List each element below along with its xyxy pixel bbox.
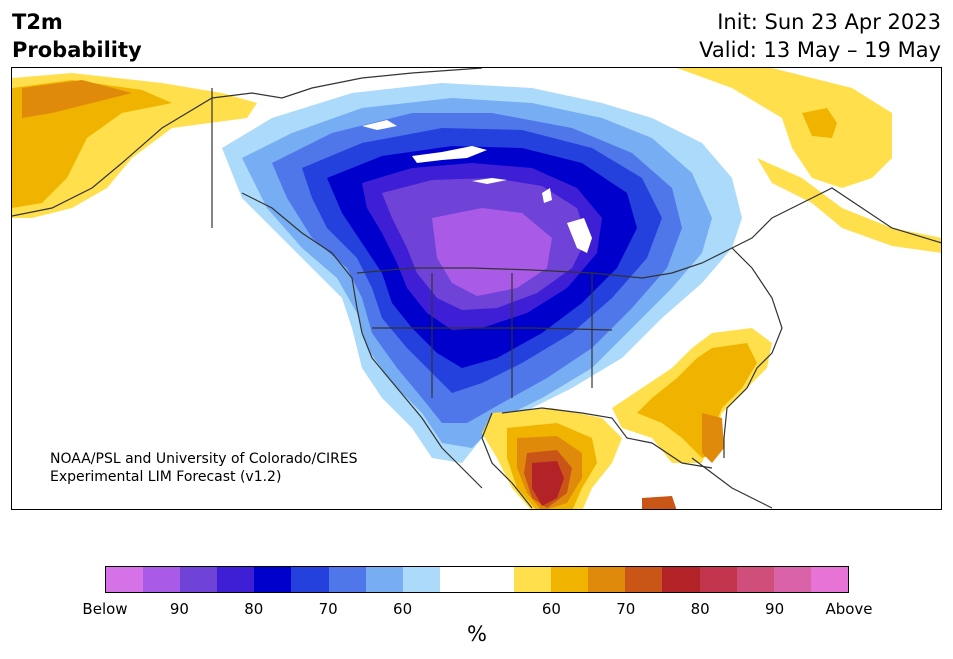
init-date: Init: Sun 23 Apr 2023 — [717, 10, 941, 34]
valid-range: Valid: 13 May – 19 May — [699, 38, 941, 62]
colorbar-segment — [699, 567, 737, 592]
colorbar-segment — [106, 567, 144, 592]
credit-line-1: NOAA/PSL and University of Colorado/CIRE… — [50, 451, 358, 467]
colorbar-segment — [291, 567, 329, 592]
colorbar-segment — [514, 567, 552, 592]
colorbar-tick-label: 80 — [244, 600, 264, 618]
credit-line-2: Experimental LIM Forecast (v1.2) — [50, 469, 282, 485]
boundaries — [12, 68, 941, 509]
forecast-map: NOAA/PSL and University of Colorado/CIRE… — [11, 67, 942, 510]
colorbar-tick-label: 90 — [169, 600, 189, 618]
southeast-warm-region — [612, 328, 772, 463]
map-title: T2m Probability — [12, 8, 142, 64]
colorbar-segment — [217, 567, 255, 592]
forecast-dates: Init: Sun 23 Apr 2023 Valid: 13 May – 19… — [699, 8, 941, 64]
title-line-1: T2m — [12, 10, 63, 34]
colorbar-segment — [254, 567, 292, 592]
mexico-warm-region — [482, 408, 677, 509]
alaska-warm-region — [12, 73, 257, 218]
colorbar-tick-label: Below — [82, 600, 128, 618]
colorbar-segment — [662, 567, 700, 592]
colorbar-tick-label: 70 — [318, 600, 338, 618]
colorbar-segment — [402, 567, 440, 592]
colorbar-segment — [810, 567, 848, 592]
colorbar-tick-label: 60 — [541, 600, 561, 618]
colorbar-segment — [551, 567, 589, 592]
colorbar-tick-label: Above — [825, 600, 873, 618]
map-credit: NOAA/PSL and University of Colorado/CIRE… — [50, 450, 358, 486]
colorbar-tick-label: 70 — [616, 600, 636, 618]
map-canvas — [12, 68, 941, 509]
colorbar-segment — [365, 567, 403, 592]
colorbar-tick-label: 60 — [393, 600, 413, 618]
colorbar-tick-label: 80 — [690, 600, 710, 618]
title-line-2: Probability — [12, 38, 142, 62]
lakes — [362, 120, 592, 253]
colorbar-unit: % — [467, 622, 487, 646]
colorbar-segment — [625, 567, 663, 592]
colorbar — [105, 566, 849, 593]
colorbar-segment — [588, 567, 626, 592]
colorbar-segment — [439, 567, 477, 592]
colorbar-segment — [773, 567, 811, 592]
colorbar-segment — [180, 567, 218, 592]
colorbar-tick-label: 90 — [765, 600, 785, 618]
colorbar-segment — [476, 567, 515, 592]
colorbar-segment — [143, 567, 181, 592]
colorbar-segment — [736, 567, 774, 592]
colorbar-segment — [328, 567, 366, 592]
